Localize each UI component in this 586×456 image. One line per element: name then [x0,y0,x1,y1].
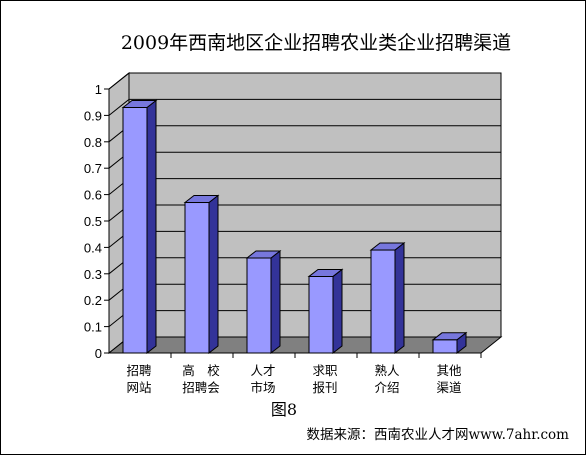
gridline [108,98,501,116]
bar-front [432,339,458,354]
bar-top [307,268,344,277]
bar [307,268,344,355]
y-tick-label: 1 [95,82,102,97]
bar-side [332,268,343,355]
bar [369,242,406,355]
bar-top [431,332,468,341]
y-tick-label: 0.3 [84,267,102,282]
figure-caption: 图8 [271,400,297,419]
x-tick-label: 招聘会 [182,380,220,395]
bar-side [208,194,219,355]
bar-top [245,250,282,259]
y-tick-label: 0 [95,346,102,361]
x-tick-label: 人才 [250,363,275,378]
bar-side [146,99,157,355]
x-tick-label: 其他 [436,363,462,378]
y-tick-label: 0.6 [84,188,102,203]
y-tick-label: 0.8 [84,135,102,150]
bar-top [183,195,220,204]
bar-side [394,242,405,355]
x-tick-label: 熟人 [374,363,400,378]
x-tick-label: 介绍 [374,380,399,395]
bars [121,99,468,355]
bar [183,194,220,355]
y-axis: 0 0.1 0.2 0.3 0.4 0.5 0.6 0.7 0.8 0.9 1 [84,82,481,361]
y-tick-label: 0.1 [84,320,102,335]
x-tick-label: 求职 [312,363,337,378]
y-tick-label: 0.7 [84,161,102,176]
bar-top [369,242,406,251]
data-source: 数据来源：西南农业人才网www.7ahr.com [307,427,570,443]
bar [431,331,468,355]
x-tick-label: 渠道 [436,380,462,395]
y-tick-label: 0.2 [84,293,102,308]
x-tick-label: 网站 [126,380,151,395]
x-tick-label: 市场 [250,380,275,395]
bar [121,99,158,355]
gridline [108,72,501,90]
bar-front [184,202,210,354]
bar-front [370,249,396,354]
bar-front [308,275,334,354]
y-tick-label: 0.9 [84,108,102,123]
bar-front [122,106,148,354]
y-tick-label: 0.4 [84,240,102,255]
bar-top [121,99,158,108]
x-tick-label: 高 校 [182,363,220,378]
chart-title: 2009年西南地区企业招聘农业类企业招聘渠道 [121,32,511,54]
bar-front [246,257,272,354]
bar-side [270,249,281,355]
x-tick-label: 招聘 [126,363,151,378]
x-tick-label: 报刊 [312,380,337,395]
bar [245,249,282,355]
y-tick-label: 0.5 [84,214,102,229]
